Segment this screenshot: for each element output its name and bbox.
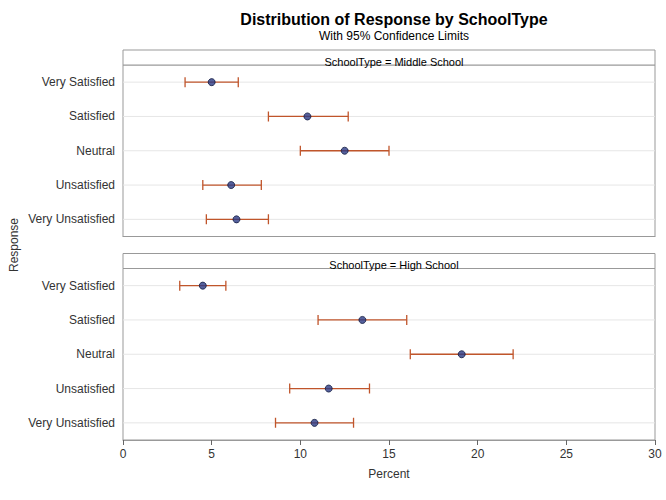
svg-text:15: 15 (382, 447, 396, 461)
svg-text:20: 20 (471, 447, 485, 461)
svg-text:Percent: Percent (368, 467, 410, 481)
svg-text:SchoolType = Middle School: SchoolType = Middle School (324, 56, 463, 68)
svg-text:0: 0 (120, 447, 127, 461)
svg-text:Satisfied: Satisfied (69, 313, 115, 327)
svg-text:With 95% Confidence Limits: With 95% Confidence Limits (319, 29, 469, 43)
svg-text:Response: Response (7, 218, 21, 272)
svg-text:SchoolType = High School: SchoolType = High School (329, 259, 458, 271)
svg-text:Very Satisfied: Very Satisfied (42, 75, 115, 89)
svg-text:Very Unsatisfied: Very Unsatisfied (28, 416, 115, 430)
svg-text:Satisfied: Satisfied (69, 109, 115, 123)
svg-text:Very Satisfied: Very Satisfied (42, 279, 115, 293)
svg-text:Distribution of Response by Sc: Distribution of Response by SchoolType (240, 11, 547, 28)
svg-text:30: 30 (648, 447, 662, 461)
svg-text:Neutral: Neutral (76, 347, 115, 361)
svg-text:5: 5 (208, 447, 215, 461)
svg-text:Unsatisfied: Unsatisfied (56, 178, 115, 192)
svg-text:Neutral: Neutral (76, 144, 115, 158)
svg-text:Unsatisfied: Unsatisfied (56, 382, 115, 396)
svg-text:Very Unsatisfied: Very Unsatisfied (28, 212, 115, 226)
svg-text:10: 10 (294, 447, 308, 461)
svg-text:25: 25 (560, 447, 574, 461)
